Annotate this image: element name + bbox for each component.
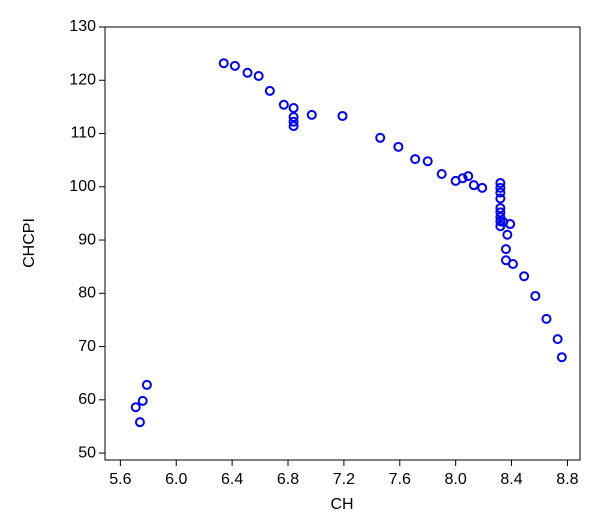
point [288,116,299,127]
point [477,182,488,193]
point [507,259,518,270]
point [519,271,530,282]
point [242,67,253,78]
point [495,182,506,193]
point [337,110,348,121]
x-tick-label: 8.8 [556,471,578,488]
point [463,171,474,182]
point [130,402,141,413]
point [218,58,229,69]
point [141,379,152,390]
point [253,70,264,81]
x-tick-label: 5.6 [109,471,131,488]
point [306,109,317,120]
point [495,187,506,198]
point [457,173,468,184]
x-tick-label: 6.4 [221,471,243,488]
point [278,99,289,110]
point [288,112,299,123]
x-axis-label: CH [330,496,353,513]
point [541,313,552,324]
point [410,154,421,165]
y-tick-label: 60 [78,391,96,408]
point [288,102,299,113]
y-axis-label: CHCPI [21,218,38,268]
point [137,395,148,406]
point [468,180,479,191]
x-tick-label: 7.2 [333,471,355,488]
point [393,141,404,152]
point [436,168,447,179]
point [500,244,511,255]
point [495,193,506,204]
point [495,203,506,214]
point [134,417,145,428]
point [264,85,275,96]
y-tick-label: 90 [78,231,96,248]
x-tick-label: 6.0 [165,471,187,488]
y-tick-label: 110 [70,125,96,142]
x-tick-label: 7.6 [389,471,411,488]
point [422,156,433,167]
point [375,132,386,143]
x-tick-label: 8.4 [500,471,522,488]
x-tick-label: 8.0 [445,471,467,488]
y-tick-label: 130 [69,18,96,35]
point [495,207,506,218]
point [288,121,299,132]
y-tick-label: 100 [69,178,96,195]
y-tick-label: 50 [78,444,96,461]
point [556,352,567,363]
x-tick-label: 6.8 [277,471,299,488]
plot-frame [104,26,581,461]
point [505,219,516,230]
y-tick-label: 80 [78,285,96,302]
point [530,290,541,301]
y-tick-label: 70 [78,338,96,355]
point [502,229,513,240]
point [552,334,563,345]
y-tick-label: 120 [69,71,96,88]
point [229,60,240,71]
point [495,178,506,189]
